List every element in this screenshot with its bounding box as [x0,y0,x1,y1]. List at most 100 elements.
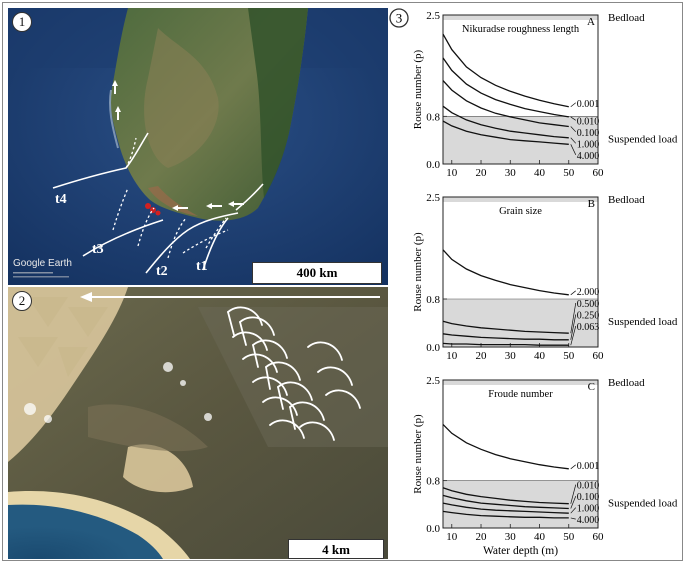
chart-b-series-label: 0.250 [577,311,600,322]
transect-label-t3: t3 [92,242,104,257]
chart-c-x-tick-label: 40 [534,531,546,543]
aerial-svg [8,287,388,559]
chart-a-series-4-000 [442,120,569,145]
chart-c-x-tick-label: 30 [505,531,517,543]
chart-b-subtitle: Grain size [499,206,542,217]
chart-b-series-2-000 [442,249,569,296]
panel-3-charts: 3 Nikuradse roughness length A Bedload Susp… [389,8,678,557]
chart-a-y-tick-label: 0.8 [426,111,440,123]
chart-a-series-label: 1.000 [577,139,600,150]
chart-b-label-leader [570,314,577,340]
chart-a-label-leader [570,102,576,108]
chart-a-bedload-zone [443,15,598,20]
chart-b-plot-frame [442,196,599,348]
chart-c-y-tick-label: 0.8 [426,476,440,488]
transect-label-t2: t2 [156,264,168,279]
chart-c-x-tick-label: 60 [593,531,605,543]
transect-label-t4: t4 [55,192,67,207]
chart-b-y-tick-label: 0.8 [426,294,440,306]
chart-a-plot-frame [442,14,599,165]
chart-b-y-axis-label: Rouse number (p) [412,232,424,312]
chart-c-series-label: 0.001 [577,461,600,472]
map-svg: t4 t3 t2 t1 Google Earth [8,8,388,285]
chart-c-x-tick-label: 50 [563,531,575,543]
chart-c-y-axis-label: Rouse number (p) [412,414,424,494]
chart-a-subtitle: Nikuradse roughness length [462,24,580,35]
chart-c-series-0-001 [442,423,569,470]
chart-a-suspended-load-label: Suspended load [608,133,678,145]
chart-a-series-label: 0.010 [577,116,600,127]
chart-b-x-tick-label: 10 [446,350,458,362]
chart-a-x-tick-label: 50 [563,167,575,179]
panel-3-number: 3 [396,11,403,26]
chart-b-series-0-500 [442,320,569,334]
chart-a-series-label: 4.000 [577,151,600,162]
chart-b-series-label: 0.500 [577,299,600,310]
chart-b-x-tick-label: 40 [534,350,546,362]
chart-a-series-0-010 [442,57,569,118]
chart-c-y-tick-label: 2.5 [426,375,440,387]
chart-b-series-0-250 [442,333,569,341]
chart-b-y-tick-label: 2.5 [426,192,440,204]
chart-c-label-leader [570,484,577,504]
chart-a-series-1-000 [442,105,569,139]
chart-a-series-label: 0.100 [577,128,600,139]
chart-a-x-tick-label: 30 [505,167,517,179]
chart-a-series-label: 0.001 [577,99,600,110]
chart-c-subtitle: Froude number [488,389,553,400]
chart-a-y-tick-label: 2.5 [426,10,440,22]
chart-c-label-leader [570,496,577,509]
chart-c-series-0-100 [442,494,569,510]
chart-a-label-leader [570,137,577,144]
chart-c-x-tick-label: 20 [476,531,488,543]
chart-c-bedload-label: Bedload [608,377,645,389]
panel-2-number: 2 [12,291,32,311]
chart-c-x-tick-label: 10 [446,531,458,543]
transect-label-t1: t1 [196,259,208,274]
chart-c-series-label: 1.000 [577,504,600,515]
chart-c-label-leader [570,507,577,514]
panel-1-scale-bar: 400 km [252,262,382,284]
chart-b-bedload-label: Bedload [608,194,645,206]
panel-2-aerial-photo: 2 4 km [8,287,388,559]
chart-c-series-label: 0.010 [577,481,600,492]
chart-b-series-0-063 [442,342,569,346]
chart-c-suspended-load-label: Suspended load [608,498,678,510]
chart-c-series-label: 4.000 [577,515,600,526]
chart-a-x-tick-label: 20 [476,167,488,179]
chart-b-label-leader [570,325,577,346]
chart-a-x-tick-label: 40 [534,167,546,179]
chart-c-series-0-010 [442,487,569,505]
chart-b-x-tick-label: 30 [505,350,517,362]
chart-a-series-0-001 [442,33,569,108]
chart-c-series-label: 0.100 [577,492,600,503]
chart-b-suspended-load-label: Suspended load [608,316,678,328]
chart-b-series-label: 2.000 [577,287,600,298]
google-earth-watermark: Google Earth [13,258,72,269]
chart-a-label-leader [570,116,576,121]
chart-c-panel-letter: C [588,381,595,393]
chart-a-x-tick-label: 60 [593,167,605,179]
chart-c-label-leader [570,464,576,470]
chart-b-panel-letter: B [588,198,595,210]
chart-c-x-axis-label: Water depth (m) [483,545,558,557]
chart-b-suspended-load-zone [443,299,598,347]
chart-b-label-leader [570,290,576,296]
chart-b-label-leader [570,302,577,334]
chart-a-series-0-100 [442,80,569,128]
chart-c-plot-frame [442,379,599,529]
chart-b-x-tick-label: 60 [593,350,605,362]
chart-a-label-leader [570,144,577,155]
chart-b-y-tick-label: 0.0 [426,342,440,354]
chart-a-panel-letter: A [587,16,595,28]
chart-b-x-tick-label: 50 [563,350,575,362]
chart-c-label-leader [570,517,576,520]
chart-c-bedload-zone [443,380,598,385]
panel-1-satellite-map: t4 t3 t2 t1 Google Earth 1 400 km [8,8,388,285]
chart-a-label-leader [570,126,577,133]
chart-c-series-4-000 [442,510,569,519]
chart-b-bedload-zone [443,197,598,202]
chart-a-x-tick-label: 10 [446,167,458,179]
panel-1-number: 1 [12,12,32,32]
